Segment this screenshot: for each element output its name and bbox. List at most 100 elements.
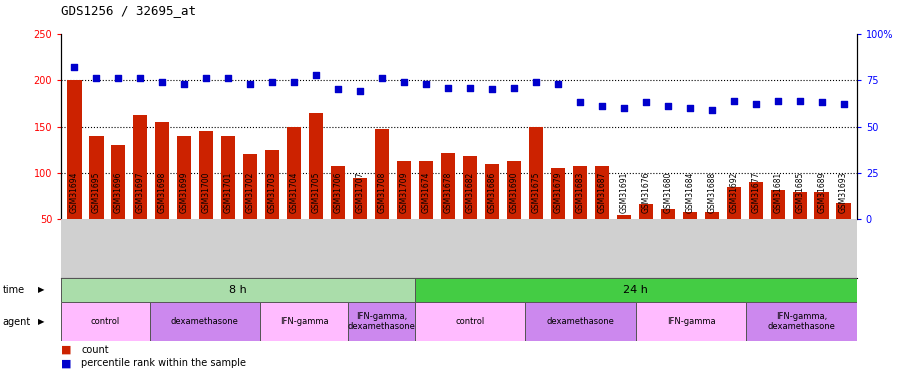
- Bar: [287, 127, 302, 219]
- Point: [793, 98, 807, 104]
- Text: 8 h: 8 h: [230, 285, 247, 295]
- Bar: [221, 136, 236, 219]
- Bar: [746, 302, 857, 341]
- Bar: [375, 129, 389, 219]
- Bar: [441, 153, 455, 219]
- Point: [814, 99, 829, 105]
- Bar: [639, 204, 653, 219]
- Bar: [507, 161, 521, 219]
- Bar: [112, 145, 125, 219]
- Point: [616, 105, 631, 111]
- Text: dexamethasone: dexamethasone: [171, 317, 238, 326]
- Point: [639, 99, 653, 105]
- Bar: [415, 278, 857, 302]
- Text: count: count: [81, 345, 109, 355]
- Text: IFN-gamma,
dexamethasone: IFN-gamma, dexamethasone: [347, 312, 416, 331]
- Bar: [616, 215, 631, 219]
- Point: [551, 81, 565, 87]
- Text: control: control: [91, 317, 120, 326]
- Bar: [243, 154, 257, 219]
- Point: [485, 87, 500, 93]
- Point: [331, 87, 346, 93]
- Bar: [61, 278, 415, 302]
- Bar: [149, 302, 260, 341]
- Bar: [309, 112, 323, 219]
- Point: [89, 75, 104, 81]
- Bar: [485, 164, 500, 219]
- Bar: [793, 192, 806, 219]
- Bar: [661, 209, 675, 219]
- Text: IFN-gamma,
dexamethasone: IFN-gamma, dexamethasone: [768, 312, 835, 331]
- Bar: [348, 302, 415, 341]
- Point: [726, 98, 741, 104]
- Point: [199, 75, 213, 81]
- Point: [265, 79, 279, 85]
- Point: [528, 79, 543, 85]
- Bar: [836, 202, 850, 219]
- Text: ■: ■: [61, 358, 72, 368]
- Bar: [770, 190, 785, 219]
- Bar: [682, 212, 697, 219]
- Point: [155, 79, 169, 85]
- Point: [836, 101, 850, 107]
- Bar: [177, 136, 192, 219]
- Bar: [529, 127, 543, 219]
- Bar: [572, 165, 587, 219]
- Bar: [551, 168, 565, 219]
- Text: control: control: [455, 317, 485, 326]
- Bar: [749, 182, 763, 219]
- Bar: [260, 302, 348, 341]
- Text: percentile rank within the sample: percentile rank within the sample: [81, 358, 246, 368]
- Text: ■: ■: [61, 345, 72, 355]
- Bar: [397, 161, 411, 219]
- Text: GDS1256 / 32695_at: GDS1256 / 32695_at: [61, 4, 196, 16]
- Text: ▶: ▶: [38, 285, 44, 294]
- Bar: [61, 302, 149, 341]
- Bar: [635, 302, 746, 341]
- Point: [507, 85, 521, 91]
- Point: [749, 101, 763, 107]
- Point: [682, 105, 697, 111]
- Bar: [705, 212, 719, 219]
- Point: [463, 85, 477, 91]
- Point: [397, 79, 411, 85]
- Point: [68, 64, 82, 70]
- Point: [309, 72, 323, 78]
- Point: [287, 79, 302, 85]
- Point: [221, 75, 236, 81]
- Bar: [265, 150, 279, 219]
- Bar: [353, 178, 367, 219]
- Bar: [331, 165, 346, 219]
- Point: [441, 85, 455, 91]
- Point: [705, 107, 719, 113]
- Bar: [726, 187, 741, 219]
- Bar: [199, 131, 213, 219]
- Point: [111, 75, 125, 81]
- Text: dexamethasone: dexamethasone: [546, 317, 615, 326]
- Point: [133, 75, 148, 81]
- Point: [572, 99, 587, 105]
- Bar: [418, 161, 433, 219]
- Bar: [68, 80, 82, 219]
- Bar: [595, 165, 609, 219]
- Point: [770, 98, 785, 104]
- Bar: [155, 122, 169, 219]
- Bar: [415, 302, 526, 341]
- Point: [595, 103, 609, 109]
- Bar: [133, 116, 148, 219]
- Bar: [89, 136, 104, 219]
- Bar: [463, 156, 477, 219]
- Point: [661, 103, 675, 109]
- Point: [418, 81, 433, 87]
- Point: [177, 81, 192, 87]
- Point: [243, 81, 257, 87]
- Text: agent: agent: [3, 316, 31, 327]
- Text: IFN-gamma: IFN-gamma: [667, 317, 716, 326]
- Text: IFN-gamma: IFN-gamma: [280, 317, 328, 326]
- Text: time: time: [3, 285, 25, 295]
- Point: [353, 88, 367, 94]
- Bar: [814, 192, 829, 219]
- Point: [375, 75, 390, 81]
- Text: ▶: ▶: [38, 317, 44, 326]
- Text: 24 h: 24 h: [624, 285, 648, 295]
